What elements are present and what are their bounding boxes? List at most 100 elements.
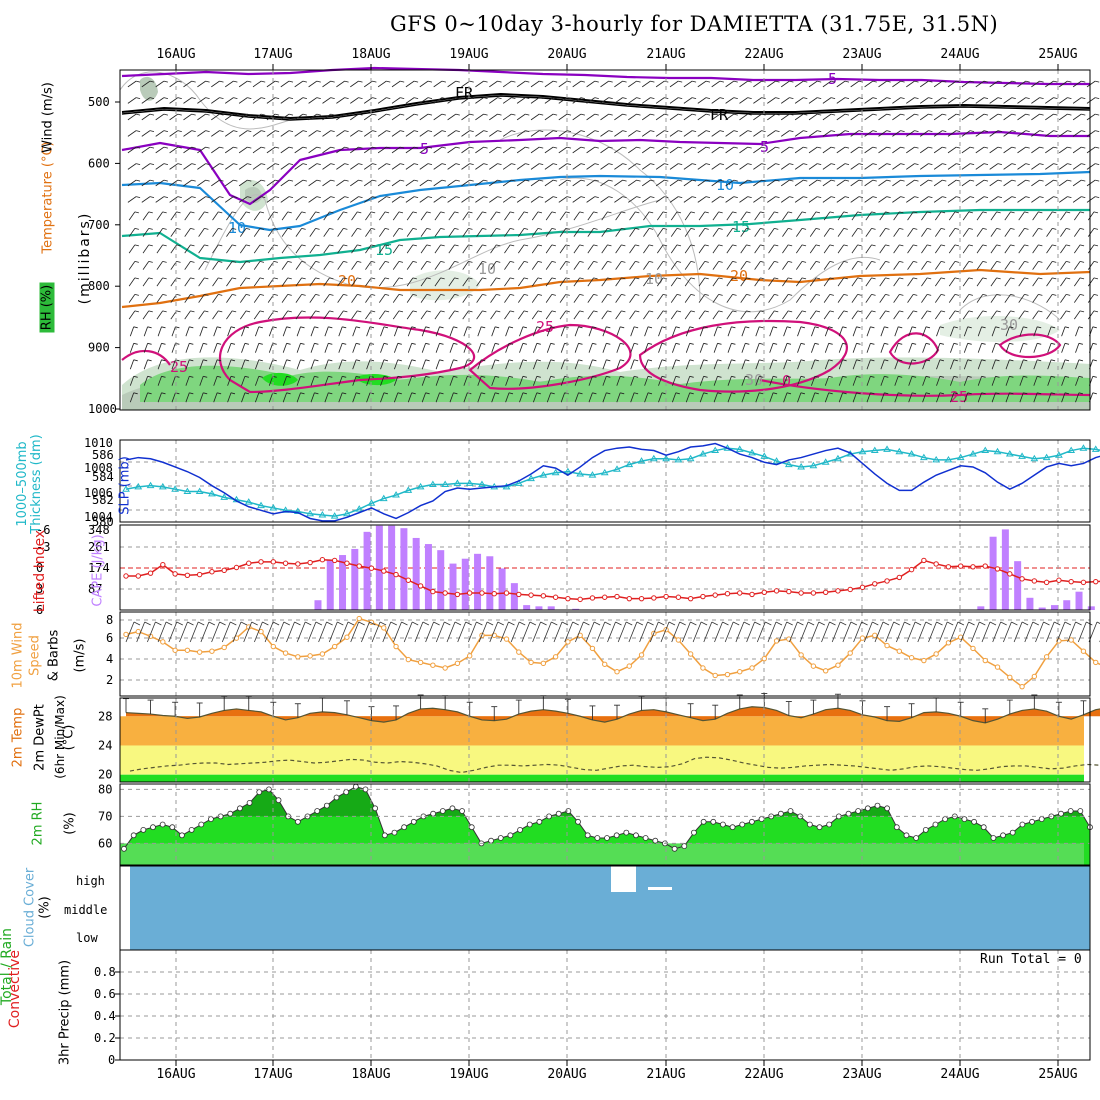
barb-shaft bbox=[559, 244, 567, 254]
wind-barb bbox=[141, 146, 155, 154]
wind-barb bbox=[822, 97, 836, 104]
barb-flag bbox=[842, 375, 847, 378]
wind-barb bbox=[629, 261, 640, 270]
barb-shaft bbox=[489, 146, 498, 154]
barb-shaft bbox=[1019, 376, 1024, 386]
wind-barb bbox=[726, 294, 737, 303]
wind-barb bbox=[712, 211, 723, 221]
temp-contour-25 bbox=[638, 319, 848, 393]
barb-shaft bbox=[365, 228, 372, 237]
barb-shaft bbox=[794, 196, 804, 203]
barb-flag bbox=[219, 146, 224, 149]
wind-barb bbox=[783, 359, 792, 370]
wind-speed-point bbox=[442, 665, 448, 671]
barb-flag bbox=[761, 196, 766, 199]
wind-barb bbox=[586, 113, 599, 121]
barb-flag bbox=[315, 310, 320, 313]
barb-shaft bbox=[127, 97, 137, 104]
barb-flag bbox=[928, 179, 933, 182]
barb-flag bbox=[343, 244, 348, 247]
barb-flag bbox=[386, 179, 391, 182]
barb-flag bbox=[957, 621, 965, 626]
thickness-point bbox=[195, 487, 204, 495]
barb-shaft bbox=[380, 392, 385, 403]
surface-wind-barb bbox=[532, 621, 547, 643]
wind-barb bbox=[907, 211, 918, 221]
wind-barb bbox=[782, 294, 793, 303]
wind-barb bbox=[628, 80, 641, 88]
barb-flag bbox=[287, 244, 292, 247]
barb-flag bbox=[580, 163, 585, 166]
wind-barb bbox=[850, 97, 863, 104]
barb-flag bbox=[882, 621, 890, 626]
barb-shaft bbox=[200, 621, 210, 643]
barb-flag bbox=[1038, 294, 1043, 296]
barb-flag bbox=[412, 211, 417, 214]
barb-shaft bbox=[476, 294, 483, 303]
barb-shaft bbox=[1045, 130, 1054, 137]
barb-shaft bbox=[308, 130, 318, 137]
barb-flag bbox=[510, 277, 515, 280]
barb-shaft bbox=[1005, 343, 1010, 353]
barb-flag bbox=[163, 113, 168, 116]
lifted-index-point bbox=[258, 559, 264, 565]
barb-shaft bbox=[669, 80, 679, 88]
barb-shaft bbox=[639, 621, 648, 643]
wind-barb bbox=[544, 196, 558, 203]
barb-shaft bbox=[740, 211, 747, 221]
wind-barb bbox=[156, 277, 167, 287]
barb-shaft bbox=[542, 621, 552, 643]
barb-flag bbox=[899, 228, 904, 230]
lifted-index-point bbox=[221, 567, 227, 574]
barb-flag bbox=[1051, 375, 1056, 378]
wind-barb bbox=[767, 163, 780, 170]
barb-shaft bbox=[658, 359, 663, 370]
wind-barb bbox=[212, 261, 223, 270]
wind-speed-point bbox=[356, 615, 362, 622]
barb-flag bbox=[1078, 326, 1084, 329]
barb-flag bbox=[996, 310, 1001, 313]
barb-flag bbox=[329, 277, 334, 280]
barb-shaft bbox=[157, 326, 162, 337]
wind-barb bbox=[769, 359, 778, 370]
barb-flag bbox=[578, 342, 583, 345]
barb-shaft bbox=[421, 326, 426, 337]
barb-flag bbox=[899, 261, 904, 263]
barb-shaft bbox=[657, 228, 664, 237]
barb-flag bbox=[1092, 359, 1097, 362]
wind-barb bbox=[879, 211, 890, 221]
barb-shaft bbox=[711, 113, 721, 121]
barb-shaft bbox=[254, 621, 263, 643]
wind-speed-point bbox=[847, 650, 853, 656]
barb-flag bbox=[954, 244, 960, 247]
barb-flag bbox=[650, 113, 655, 116]
date-label: 17AUG bbox=[253, 1067, 293, 1082]
barb-flag bbox=[148, 244, 153, 247]
lifted-index-point bbox=[872, 581, 878, 587]
barb-flag bbox=[789, 130, 794, 133]
barb-flag bbox=[1095, 80, 1100, 83]
barb-flag bbox=[592, 326, 597, 329]
barb-shaft bbox=[197, 130, 206, 137]
wind-barb bbox=[365, 261, 376, 270]
barb-shaft bbox=[323, 294, 330, 303]
contour-label: 25 bbox=[950, 388, 968, 406]
barb-flag bbox=[761, 97, 766, 100]
wind-speed-point bbox=[1068, 637, 1074, 643]
barb-shaft bbox=[669, 97, 679, 104]
barb-flag bbox=[495, 326, 500, 329]
barb-shaft bbox=[558, 130, 568, 137]
wind-barb bbox=[822, 80, 836, 88]
barb-flag bbox=[797, 621, 804, 626]
barb-shaft bbox=[294, 146, 304, 154]
barb-flag bbox=[856, 342, 861, 345]
barb-flag bbox=[1093, 310, 1099, 313]
wind-barb bbox=[727, 359, 736, 370]
barb-shaft bbox=[125, 621, 135, 643]
wind-barb bbox=[767, 179, 780, 187]
barb-shaft bbox=[991, 343, 996, 353]
barb-flag bbox=[580, 130, 585, 133]
barb-shaft bbox=[878, 113, 887, 121]
lifted-index-point bbox=[1093, 578, 1099, 585]
lifted-index-point bbox=[565, 595, 571, 602]
